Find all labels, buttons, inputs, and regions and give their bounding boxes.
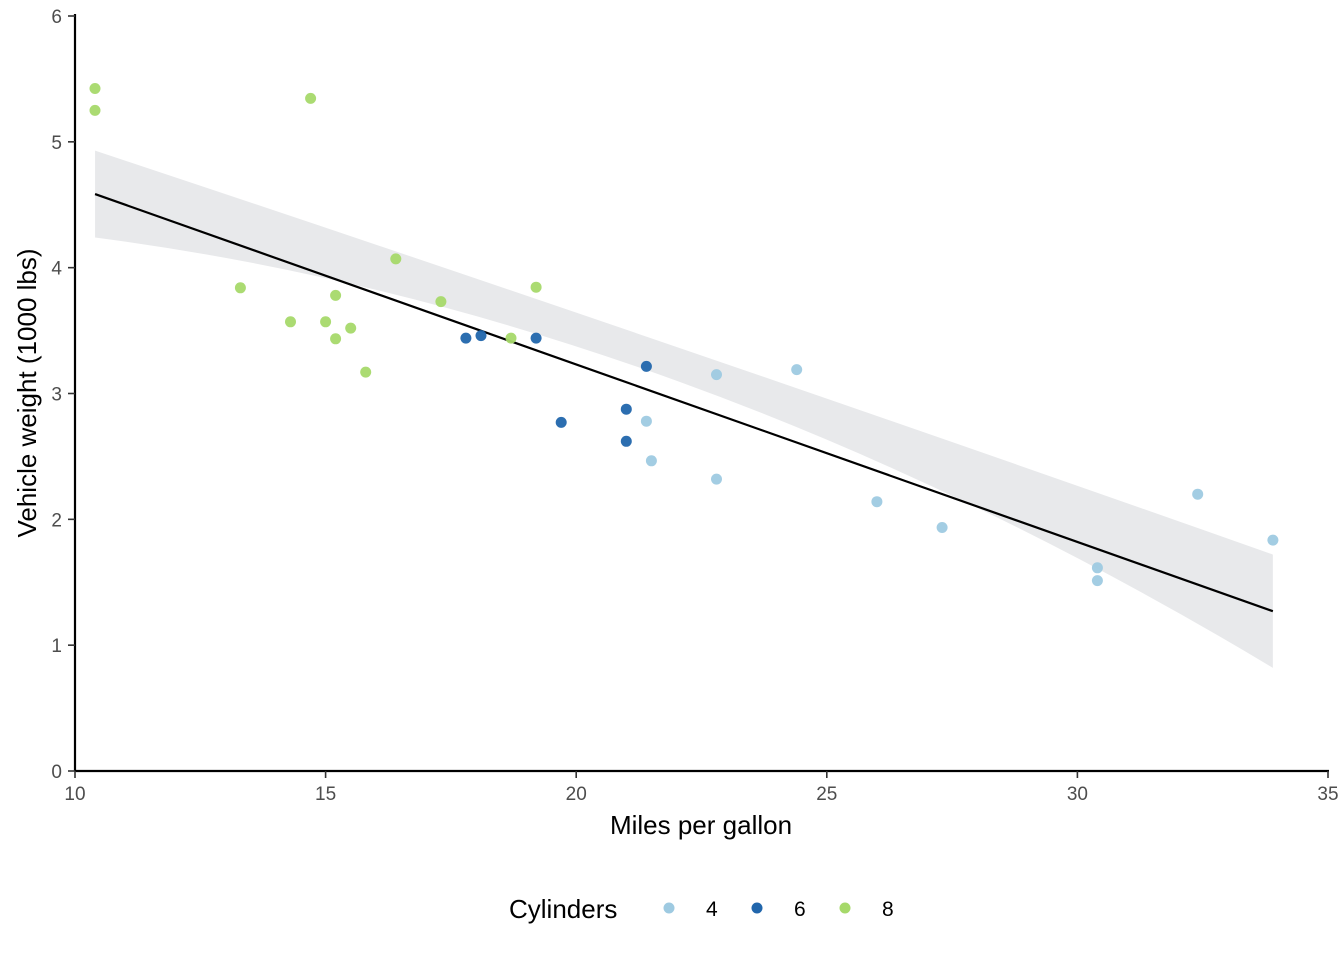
data-point-cyl-8 xyxy=(89,83,101,94)
legend-key-4 xyxy=(663,902,675,914)
legend-key-6 xyxy=(751,902,763,914)
data-point-cyl-8 xyxy=(435,296,447,308)
x-tick-label: 20 xyxy=(566,784,587,805)
data-point-cyl-6 xyxy=(620,435,632,447)
data-point-cyl-8 xyxy=(305,92,317,104)
data-point-cyl-8 xyxy=(505,332,517,344)
x-tick-label: 10 xyxy=(64,784,85,805)
y-axis-title: Vehicle weight (1000 lbs) xyxy=(12,248,42,537)
x-tick-label: 35 xyxy=(1317,784,1338,805)
axes-layer: 10 15 20 25 30 35 0 1 2 3 4 5 6 xyxy=(51,7,1338,805)
data-point-cyl-8 xyxy=(89,104,101,116)
data-point-cyl-4 xyxy=(1267,534,1279,546)
confidence-band xyxy=(95,150,1273,668)
data-point-cyl-4 xyxy=(711,369,722,381)
data-point-cyl-4 xyxy=(645,455,657,467)
data-point-cyl-4 xyxy=(640,415,652,427)
data-point-cyl-6 xyxy=(460,332,472,344)
y-tick-label: 5 xyxy=(51,133,62,154)
data-point-cyl-8 xyxy=(530,281,542,293)
data-point-cyl-8 xyxy=(360,366,372,378)
data-point-cyl-4 xyxy=(936,522,948,533)
data-point-cyl-4 xyxy=(1091,562,1103,574)
legend-title: Cylinders xyxy=(509,894,617,924)
legend-key-8 xyxy=(839,902,851,914)
data-point-cyl-6 xyxy=(620,403,632,415)
x-tick-label: 15 xyxy=(315,784,336,805)
data-points-layer xyxy=(89,83,1279,587)
legend-label-8: 8 xyxy=(882,898,894,921)
data-point-cyl-6 xyxy=(475,330,487,342)
y-tick-label: 1 xyxy=(51,636,62,657)
data-point-cyl-8 xyxy=(345,322,357,334)
y-tick-label: 2 xyxy=(51,510,62,531)
data-point-cyl-6 xyxy=(530,332,542,344)
data-point-cyl-8 xyxy=(330,289,342,301)
data-point-cyl-6 xyxy=(555,416,567,428)
data-point-cyl-8 xyxy=(285,316,296,328)
legend: Cylinders 4 6 8 xyxy=(509,894,894,924)
data-point-cyl-4 xyxy=(1192,488,1204,500)
data-point-cyl-4 xyxy=(1091,575,1103,587)
regression-line xyxy=(94,193,1274,613)
x-tick-label: 30 xyxy=(1067,784,1088,805)
y-tick-label: 0 xyxy=(51,762,62,783)
x-tick-label: 25 xyxy=(816,784,837,805)
data-point-cyl-8 xyxy=(330,333,342,345)
x-axis-title: Miles per gallon xyxy=(610,810,792,840)
data-point-cyl-8 xyxy=(234,282,246,294)
legend-label-4: 4 xyxy=(706,898,718,921)
data-point-cyl-4 xyxy=(711,473,722,485)
data-point-cyl-6 xyxy=(640,360,652,372)
regression-line-layer xyxy=(94,193,1274,613)
y-tick-label: 3 xyxy=(51,385,62,406)
y-tick-label: 4 xyxy=(51,259,62,280)
data-point-cyl-8 xyxy=(390,253,402,265)
data-point-cyl-8 xyxy=(320,316,332,328)
legend-label-6: 6 xyxy=(794,898,806,921)
data-point-cyl-4 xyxy=(791,364,803,376)
confidence-band-layer xyxy=(95,150,1273,668)
y-tick-label: 6 xyxy=(51,7,62,28)
data-point-cyl-4 xyxy=(871,496,883,508)
